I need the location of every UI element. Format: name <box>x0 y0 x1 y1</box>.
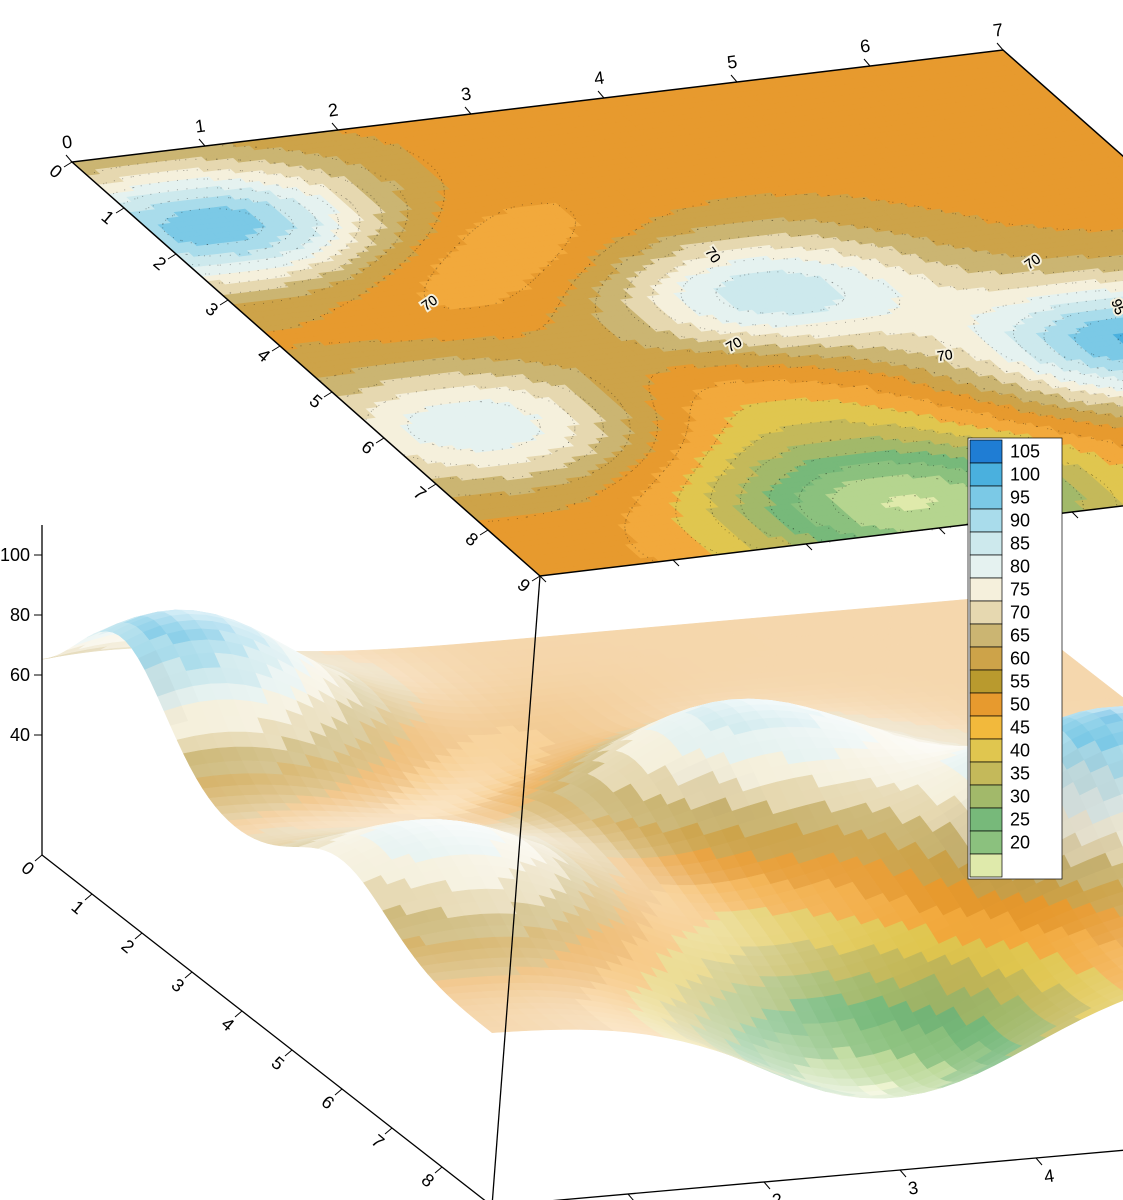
legend-value: 25 <box>1010 810 1030 830</box>
legend-value: 55 <box>1010 672 1030 692</box>
legend-value: 80 <box>1010 557 1030 577</box>
legend-value: 45 <box>1010 718 1030 738</box>
legend-value: 85 <box>1010 534 1030 554</box>
legend-value: 105 <box>1010 442 1040 462</box>
chart-container: 0123456789012345674060801000123456789012… <box>0 0 1123 1200</box>
legend-value: 95 <box>1010 488 1030 508</box>
legend-value: 75 <box>1010 580 1030 600</box>
surface-chart-svg: 0123456789012345674060801000123456789012… <box>0 0 1123 1200</box>
legend-value: 90 <box>1010 511 1030 531</box>
legend-value: 50 <box>1010 695 1030 715</box>
colorbar-legend: 105 100 95 90 85 80 75 70 65 60 55 50 45 40 35 30 25 20 <box>968 438 1062 879</box>
legend-value: 70 <box>1010 603 1030 623</box>
contour-plane <box>72 50 1123 576</box>
legend-value: 30 <box>1010 787 1030 807</box>
legend-value: 60 <box>1010 649 1030 669</box>
legend-value: 65 <box>1010 626 1030 646</box>
legend-value: 40 <box>1010 741 1030 761</box>
legend-value: 35 <box>1010 764 1030 784</box>
surface-3d <box>42 597 1123 1098</box>
legend-value: 20 <box>1010 833 1030 853</box>
legend-value: 100 <box>1010 465 1040 485</box>
